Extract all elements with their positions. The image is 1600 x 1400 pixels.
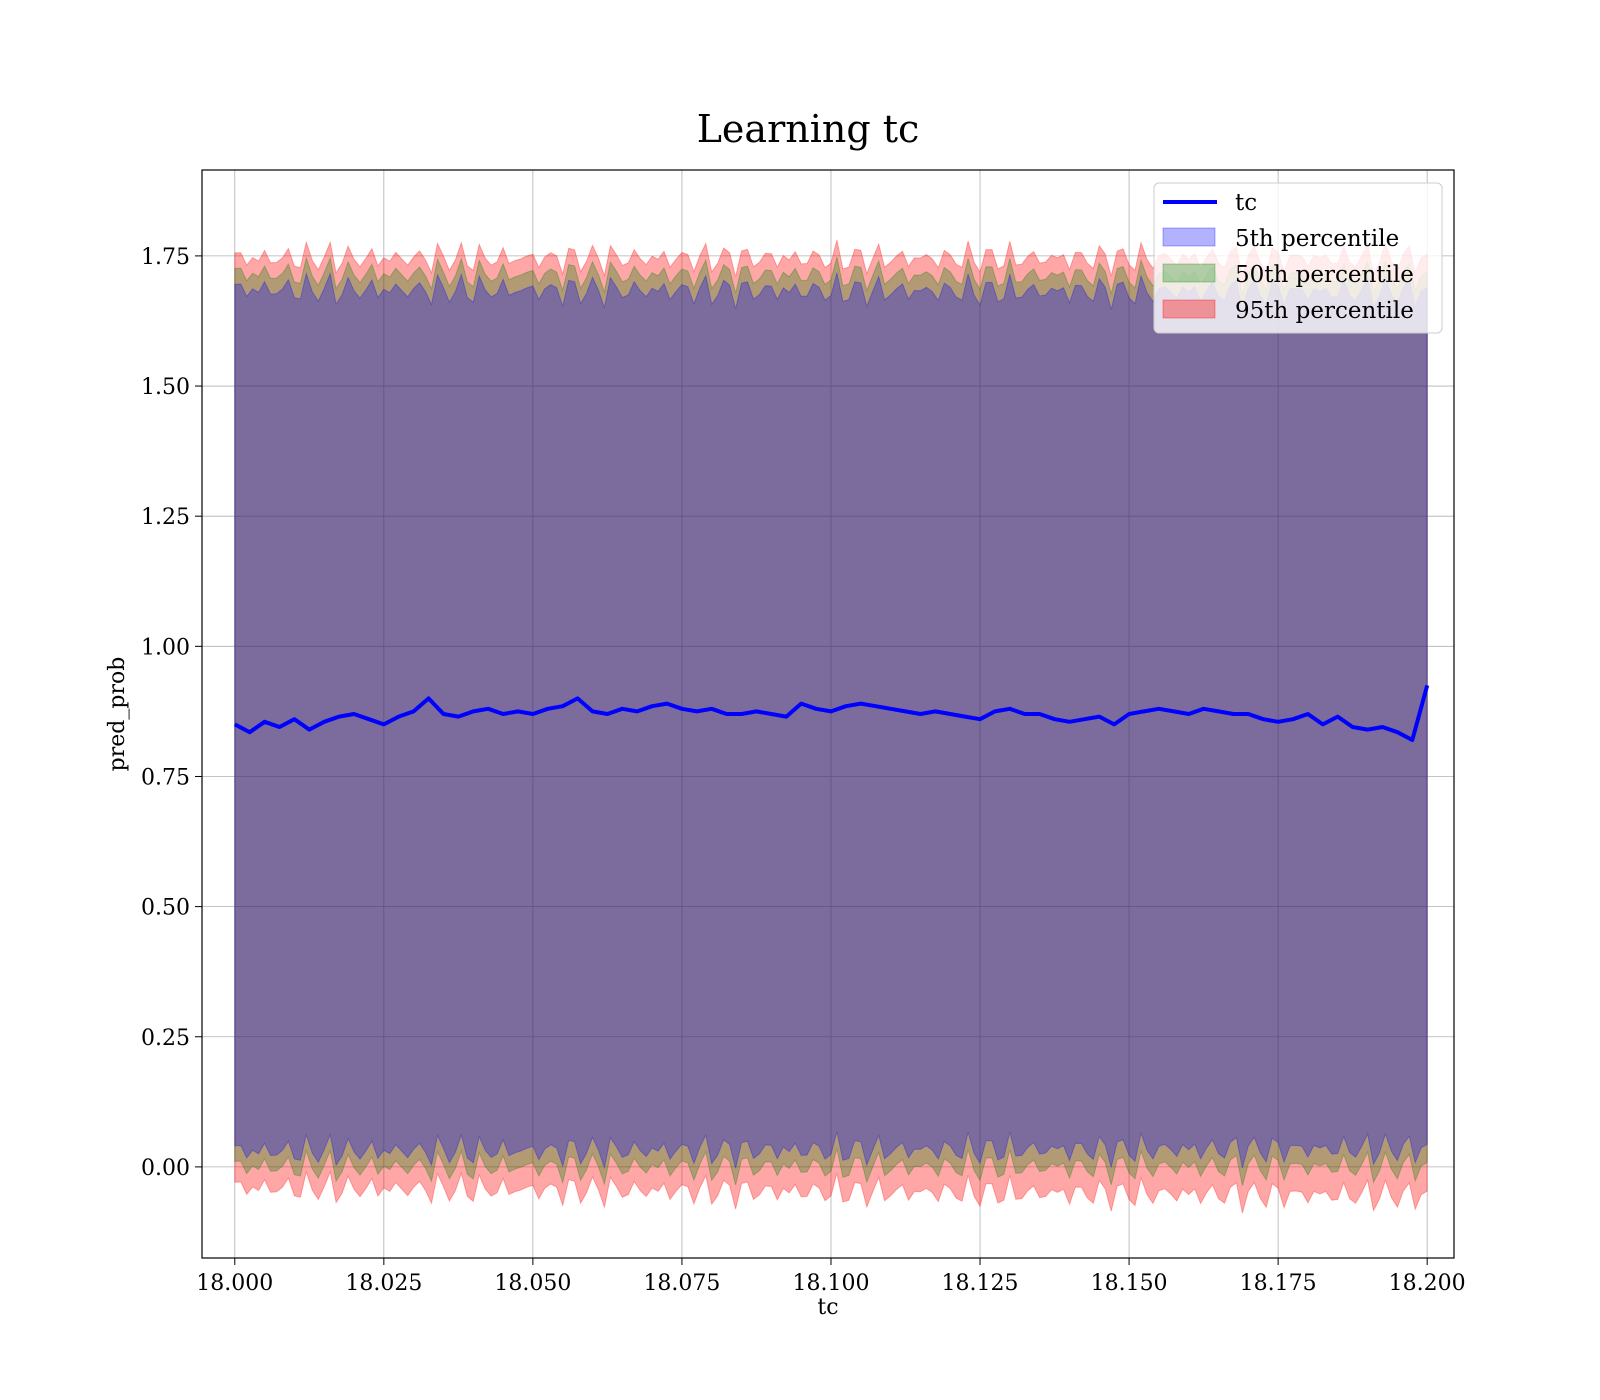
legend-label-50th: 50th percentile — [1235, 262, 1414, 288]
x-tick-label: 18.050 — [494, 1271, 571, 1296]
axis-ticks: 18.000 18.025 18.050 18.075 18.100 18.125 18.1… — [141, 245, 1466, 1296]
legend-swatch-50th — [1162, 263, 1216, 283]
legend-swatch-95th — [1162, 299, 1216, 319]
x-axis-label: tc — [817, 1295, 838, 1320]
legend: tc 5th percentile 50th percentile 95th p… — [1153, 182, 1443, 334]
x-tick-label: 18.150 — [1091, 1271, 1168, 1296]
x-tick-label: 18.200 — [1389, 1271, 1466, 1296]
grid-lines — [202, 170, 1454, 1258]
band-95th-percentile — [234, 239, 1428, 1214]
y-tick-label: 0.25 — [141, 1026, 190, 1051]
series-lines — [233, 684, 1430, 742]
x-tick-label: 18.100 — [792, 1271, 869, 1296]
band-50th-percentile — [234, 256, 1428, 1186]
plot-frame — [201, 169, 1455, 1259]
percentile-bands — [234, 239, 1428, 1214]
y-axis-label: pred_prob — [105, 657, 130, 772]
y-tick-label: 0.75 — [141, 765, 190, 790]
y-tick-label: 0.50 — [141, 896, 190, 921]
legend-label-95th: 95th percentile — [1235, 298, 1414, 324]
band-5th-percentile — [234, 271, 1428, 1170]
y-tick-label: 0.00 — [141, 1156, 190, 1181]
x-tick-label: 18.000 — [196, 1271, 273, 1296]
series-line-tc — [233, 684, 1430, 742]
x-tick-label: 18.125 — [942, 1271, 1019, 1296]
x-tick-label: 18.175 — [1240, 1271, 1317, 1296]
legend-box — [1153, 182, 1443, 334]
x-tick-label: 18.075 — [643, 1271, 720, 1296]
x-tick-label: 18.025 — [345, 1271, 422, 1296]
y-tick-label: 1.75 — [141, 245, 190, 270]
chart-title: Learning tc — [697, 107, 920, 151]
legend-label-tc: tc — [1235, 190, 1257, 216]
legend-swatch-5th — [1162, 227, 1216, 247]
y-tick-label: 1.50 — [141, 375, 190, 400]
legend-label-5th: 5th percentile — [1235, 226, 1399, 252]
y-tick-label: 1.25 — [141, 505, 190, 530]
y-tick-label: 1.00 — [141, 635, 190, 660]
